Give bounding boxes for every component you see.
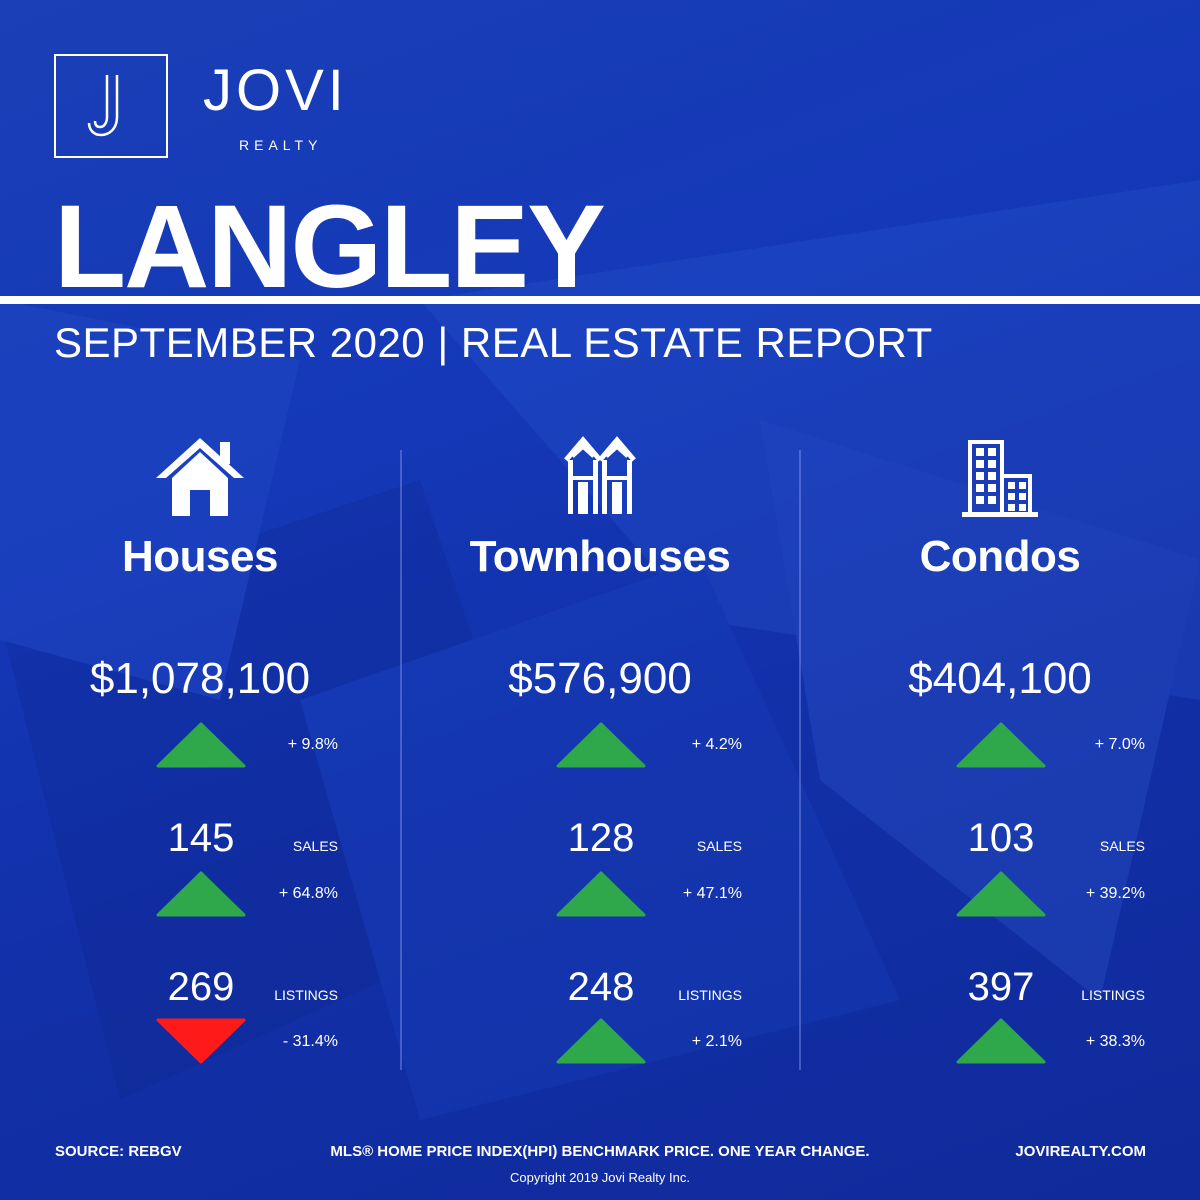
- price-change: + 4.2%: [691, 736, 742, 753]
- arrow-up-icon: [956, 722, 1046, 768]
- sales-change: + 39.2%: [1085, 885, 1145, 902]
- arrow-up-icon: [956, 1018, 1046, 1064]
- arrow-down-icon: [156, 1018, 246, 1064]
- arrow-up-icon: [156, 871, 246, 917]
- listings-label: LISTINGS: [274, 987, 338, 1003]
- listings-count: 248: [567, 965, 635, 1009]
- arrow-up-icon: [556, 871, 646, 917]
- benchmark-price: $576,900: [508, 654, 692, 703]
- benchmark-price: $1,078,100: [89, 654, 311, 703]
- arrow-up-icon: [556, 1018, 646, 1064]
- listings-count: 397: [967, 965, 1035, 1009]
- category-name: Townhouses: [469, 532, 731, 581]
- house-icon: [156, 438, 244, 516]
- sales-change: + 47.1%: [682, 885, 742, 902]
- column-divider: [400, 450, 402, 1070]
- arrow-up-icon: [156, 722, 246, 768]
- sales-count: 128: [567, 816, 635, 860]
- listings-change: - 31.4%: [282, 1033, 338, 1050]
- listings-label: LISTINGS: [678, 987, 742, 1003]
- column-condos: Condos $404,100 + 7.0% 103 SALES + 39.2%…: [800, 430, 1200, 1080]
- copyright: Copyright 2019 Jovi Realty Inc.: [510, 1170, 690, 1185]
- listings-change: + 38.3%: [1085, 1033, 1145, 1050]
- listings-label: LISTINGS: [1081, 987, 1145, 1003]
- arrow-up-icon: [956, 871, 1046, 917]
- category-name: Houses: [122, 532, 278, 581]
- sales-label: SALES: [1099, 838, 1145, 854]
- source-note: SOURCE: REBGV: [55, 1143, 182, 1160]
- sales-label: SALES: [696, 838, 742, 854]
- listings-change: + 2.1%: [691, 1033, 742, 1050]
- logo-j-icon: J: [83, 71, 119, 137]
- column-houses: Houses $1,078,100 + 9.8% 145 SALES + 64.…: [0, 430, 400, 1080]
- sales-change: + 64.8%: [278, 885, 338, 902]
- column-townhouses: Townhouses $576,900 + 4.2% 128 SALES + 4…: [400, 430, 800, 1080]
- logo-mark: J: [54, 54, 168, 158]
- price-change: + 7.0%: [1094, 736, 1145, 753]
- sales-count: 103: [967, 816, 1035, 860]
- condo-building-icon: [962, 440, 1038, 517]
- svg-text:J: J: [83, 71, 84, 72]
- benchmark-price: $404,100: [908, 654, 1092, 703]
- arrow-up-icon: [556, 722, 646, 768]
- website-link[interactable]: JOVIREALTY.COM: [1015, 1143, 1146, 1160]
- price-change: + 9.8%: [287, 736, 338, 753]
- city-title: LANGLEY: [54, 181, 606, 313]
- sales-count: 145: [167, 816, 235, 860]
- townhouse-icon: [564, 436, 636, 514]
- column-divider: [799, 450, 801, 1070]
- brand-name: JOVI: [203, 58, 348, 123]
- sales-label: SALES: [292, 838, 338, 854]
- title-rule: [0, 296, 1200, 304]
- listings-count: 269: [167, 965, 235, 1009]
- report-subtitle: SEPTEMBER 2020 | REAL ESTATE REPORT: [54, 319, 933, 366]
- brand-tagline: REALTY: [239, 137, 323, 153]
- methodology-note: MLS® HOME PRICE INDEX(HPI) BENCHMARK PRI…: [330, 1143, 870, 1160]
- category-name: Condos: [919, 532, 1081, 581]
